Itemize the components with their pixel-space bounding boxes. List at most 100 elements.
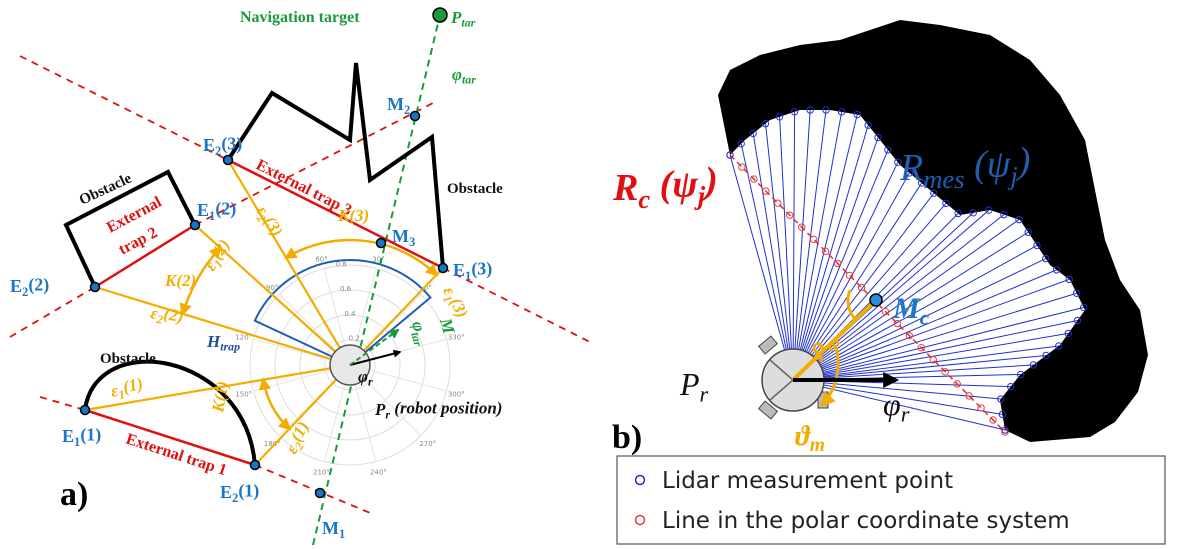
polar-tick-label: 210° <box>313 468 330 476</box>
label: Pr <box>679 366 709 407</box>
subscript: 1 <box>339 527 345 541</box>
label-text: (3) <box>349 206 369 225</box>
label: Pr (robot position) <box>374 398 502 421</box>
polar-tick-label: 240° <box>370 468 387 476</box>
label-text: E <box>220 482 232 502</box>
subscript: trap <box>220 340 240 354</box>
label-text: φ <box>358 367 368 386</box>
label-text: (robot position) <box>390 398 502 417</box>
polar-line-point <box>810 236 816 242</box>
legend-label: Lidar measurement point <box>662 468 953 494</box>
polar-line-point <box>978 405 984 411</box>
label-text: H <box>206 332 221 351</box>
label-text: M <box>322 518 339 538</box>
panel-a: 0°30°60°90°120°150°180°210°240°270°300°3… <box>10 8 590 545</box>
label-text: (2) <box>28 274 49 295</box>
label-text: M <box>392 226 409 246</box>
line <box>793 112 795 380</box>
point <box>377 239 386 248</box>
label: External trap 1 <box>124 431 229 480</box>
subscript: tar <box>462 73 476 87</box>
label-text: E <box>62 426 74 446</box>
subscript: m <box>810 435 825 456</box>
label-text: (1) <box>286 418 312 444</box>
radial-tick-label: 0.2 <box>349 334 360 342</box>
label-text: E <box>203 135 215 155</box>
line <box>40 397 85 410</box>
label-text: M <box>387 94 404 114</box>
polar-line-point <box>739 164 745 170</box>
label-text: ) <box>702 160 718 202</box>
label: a) <box>60 476 88 513</box>
label-text: R <box>899 147 923 189</box>
legend-label: Line in the polar coordinate system <box>662 508 1070 534</box>
label: K(2) <box>164 271 196 290</box>
label: Ptar <box>450 8 476 30</box>
label-text: E <box>453 260 465 280</box>
label-text: ) <box>1016 140 1031 182</box>
label-text: ϑ <box>795 421 811 452</box>
label: ε1(2) <box>199 236 237 276</box>
label-text: (2) <box>176 271 196 290</box>
label-text: (1) <box>121 374 144 397</box>
point <box>91 283 100 292</box>
label: E1(3) <box>453 258 492 282</box>
label: E2(3) <box>203 133 242 157</box>
point <box>224 156 233 165</box>
point <box>411 112 420 121</box>
label-text: (ψ <box>650 164 698 206</box>
label-text: P <box>374 400 386 419</box>
label: E2(1) <box>220 480 259 504</box>
label: M1 <box>322 518 345 541</box>
label-text: φ <box>452 65 462 84</box>
point <box>433 8 447 22</box>
radial-tick-label: 0.6 <box>340 285 352 293</box>
subscript: tar <box>461 16 475 30</box>
robot-wheel <box>759 336 778 354</box>
label-text: E <box>10 276 22 296</box>
line <box>20 56 228 160</box>
subscript: r <box>901 402 910 427</box>
label-text: (2) <box>215 198 236 219</box>
label-text: (3) <box>471 258 492 279</box>
point <box>316 489 325 498</box>
subscript: mes <box>923 164 964 194</box>
label: ϑm <box>795 421 825 456</box>
label-text: (1) <box>238 480 259 501</box>
label-text: External trap 1 <box>124 431 229 480</box>
label-text: (3) <box>221 133 242 154</box>
polar-tick-label: 300° <box>448 390 465 398</box>
line <box>313 15 440 545</box>
label-text: (ψ <box>965 144 1012 186</box>
label: b) <box>612 419 642 456</box>
point <box>81 406 90 415</box>
polar-line-point <box>775 200 781 206</box>
label-text: P <box>450 8 462 27</box>
label-text: (2) <box>162 304 185 326</box>
label-text: b) <box>612 419 642 456</box>
polar-tick-label: 330° <box>448 334 465 342</box>
point <box>251 461 260 470</box>
label: Rc (ψj) <box>612 160 718 214</box>
label: φr <box>883 386 910 427</box>
label: ε1(1) <box>109 374 146 403</box>
label: ε2(2) <box>149 302 185 330</box>
label: Obstacle <box>100 351 156 367</box>
label-text: (1) <box>210 380 232 403</box>
figure: 0°30°60°90°120°150°180°210°240°270°300°3… <box>0 0 1180 549</box>
subscript: c <box>638 184 650 214</box>
label: M3 <box>392 226 415 249</box>
label: Obstacle <box>447 181 503 197</box>
label-text: (1) <box>80 424 101 445</box>
point <box>870 294 882 306</box>
label: K(3) <box>337 206 369 225</box>
label: E1(2) <box>197 198 236 222</box>
label-text: a) <box>60 476 88 513</box>
subscript: c <box>920 305 930 329</box>
label: M2 <box>387 94 410 117</box>
subscript: r <box>368 375 373 389</box>
subscript: r <box>700 382 709 407</box>
label-text: φ <box>883 386 901 422</box>
point <box>439 264 448 273</box>
